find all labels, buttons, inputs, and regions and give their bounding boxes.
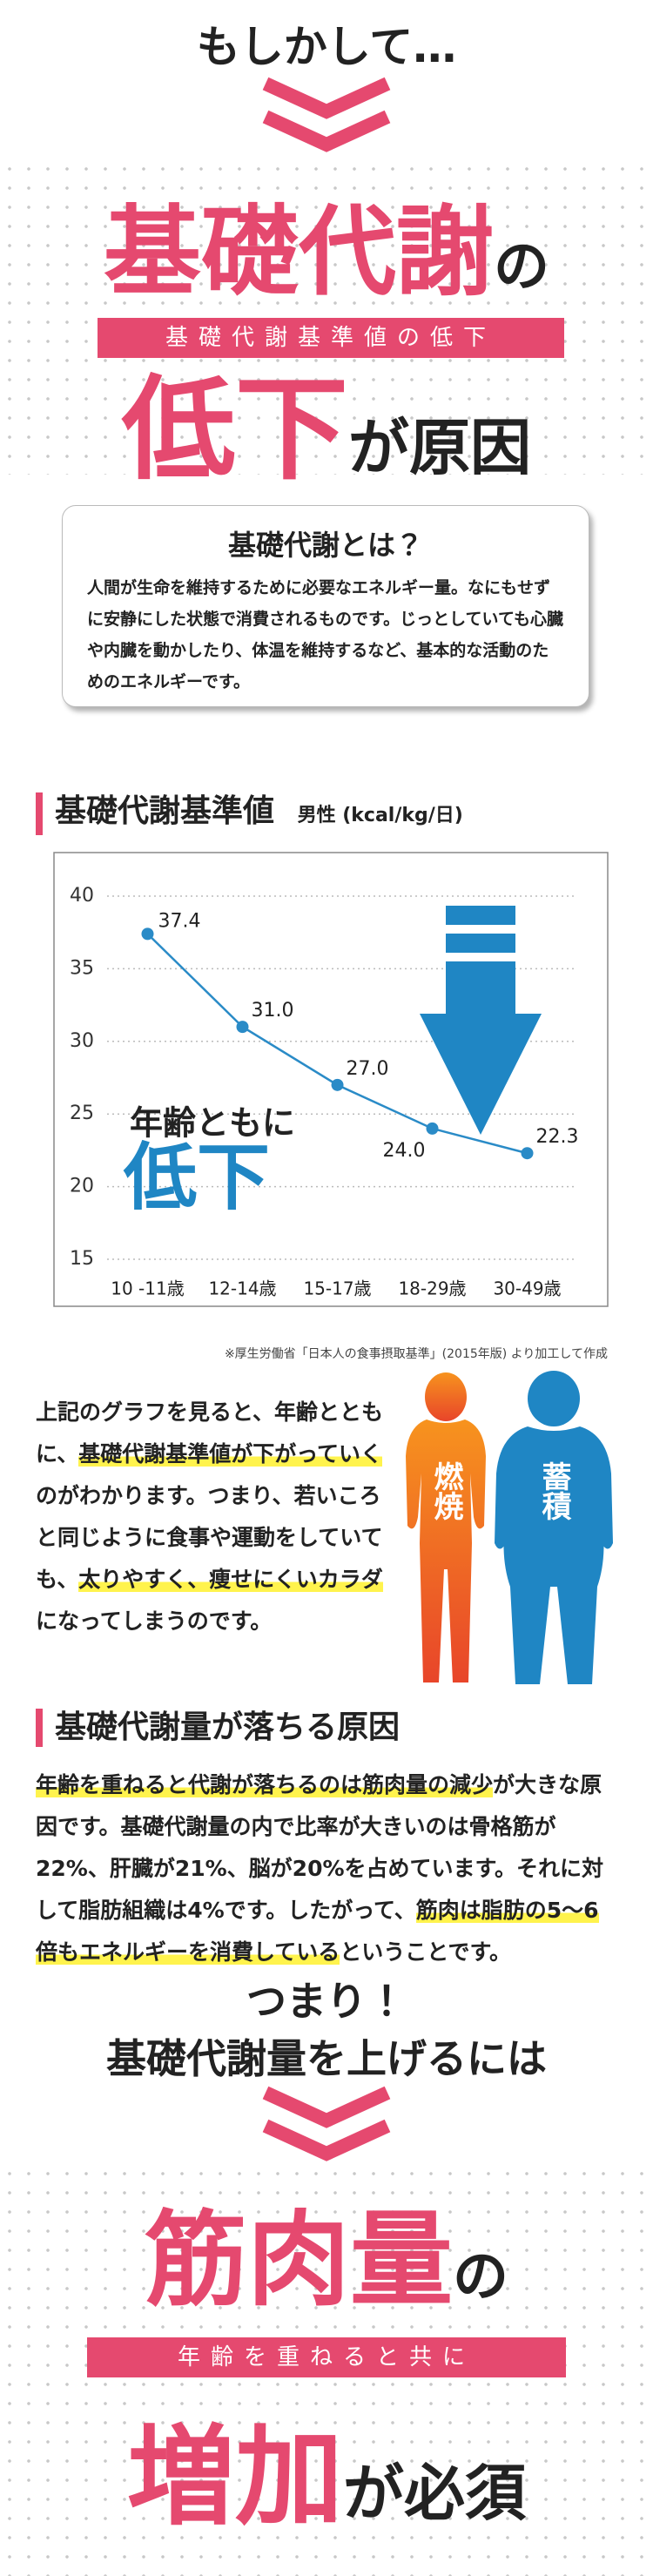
figures: 燃焼 蓄積	[406, 1371, 613, 1684]
figure-label: 燃焼	[428, 1461, 463, 1521]
point	[426, 1122, 439, 1135]
x-tick-label: 18-29歳	[398, 1278, 466, 1299]
x-tick-label: 10 -11歳	[111, 1278, 184, 1299]
highlight-text: 基礎代謝基準値が下がっていく	[78, 1441, 383, 1467]
point	[521, 1147, 534, 1160]
headline-main: 筋肉量	[144, 2200, 453, 2320]
headline-main: 基礎代謝	[104, 196, 494, 309]
chevrons	[262, 77, 391, 152]
headline-tail: の	[494, 235, 549, 300]
section-heading: 基礎代謝基準値 男性 (kcal/kg/日)	[36, 792, 463, 835]
arrow-stripe	[446, 934, 515, 953]
figure-label: 蓄積	[536, 1461, 571, 1521]
source-note: ※厚生労働省「日本人の食事摂取基準」(2015年版) より加工して作成	[224, 1347, 608, 1361]
headline: 基礎代謝の	[0, 192, 653, 342]
dot-background	[0, 159, 653, 475]
x-tick-label: 15-17歳	[303, 1278, 371, 1299]
y-tick-label: 15	[70, 1248, 94, 1270]
lead: 基礎代謝量を上げるには	[106, 2035, 547, 2082]
text: ということです。	[340, 1939, 512, 1965]
headline: 増加が必須	[0, 2412, 653, 2575]
headline: 筋肉量の	[0, 2199, 653, 2352]
headline-main: 増加	[126, 2415, 343, 2540]
chart-frame	[53, 852, 609, 1307]
figure-plump	[495, 1371, 613, 1684]
annotation: 年齢ともに	[130, 1104, 295, 1143]
x-tick-label: 12-14歳	[208, 1278, 276, 1299]
value-label: 24.0	[383, 1140, 426, 1162]
y-tick-label: 20	[70, 1176, 94, 1197]
chevron	[262, 110, 391, 152]
paragraph: 上記のグラフを見ると、年齢とともに、基礎代謝基準値が下がっていくのがわかります。…	[36, 1392, 384, 1642]
y-tick-label: 30	[70, 1030, 94, 1052]
point	[141, 927, 154, 941]
text: のがわかります。つまり、若いころと同じように食事や運動をしていても、	[36, 1483, 383, 1592]
value-label: 37.4	[158, 910, 201, 932]
intro: もしかして…	[196, 22, 457, 72]
headline-tail: の	[453, 2245, 508, 2310]
chevron	[262, 77, 391, 119]
headline-main: 低下	[121, 363, 348, 496]
section-title: 基礎代謝量が落ちる原因	[55, 1709, 401, 1745]
headline: 低下が原因	[0, 364, 653, 529]
banner: 年齢を重ねると共に	[87, 2337, 566, 2377]
text: 上記のグラフを見ると、年齢とともに、	[36, 1399, 384, 1467]
highlight-text: 年齢を重ねると代謝が落ちるのは筋肉量の減少	[36, 1772, 494, 1797]
text: が大きな原因です。基礎代謝量の内で比率が大きいのは骨格筋が22%、肝臓が21%、…	[36, 1772, 604, 1923]
x-tick-label: 30-49歳	[493, 1278, 561, 1299]
text: になってしまうのです。	[36, 1608, 273, 1634]
figure-slim	[406, 1372, 486, 1682]
point	[236, 1021, 249, 1034]
y-tick-label: 40	[70, 885, 94, 907]
chevron	[262, 2119, 391, 2161]
highlight-text: 太りやすく、痩せにくいカラダ	[78, 1567, 383, 1592]
paragraph: 年齢を重ねると代謝が落ちるのは筋肉量の減少が大きな原因です。基礎代謝量の内で比率…	[36, 1764, 619, 1973]
chevron	[262, 2086, 391, 2128]
chart-subtitle: 男性 (kcal/kg/日)	[297, 805, 463, 826]
point	[331, 1078, 344, 1091]
banner: 基礎代謝基準値の低下	[98, 318, 564, 358]
chart: 年齢ともに 低下 15 20 25 30 35 40 10 -11歳 12-14歳 15-17歳…	[53, 852, 609, 1307]
headline-tail: が原因	[348, 412, 531, 483]
arrow-stripe	[446, 906, 515, 925]
value-label: 27.0	[347, 1058, 389, 1080]
y-tick-label: 25	[70, 1103, 94, 1124]
value-label: 22.3	[536, 1126, 579, 1148]
value-label: 31.0	[252, 1000, 294, 1022]
arrow-shaft	[446, 961, 515, 1015]
y-tick-label: 35	[70, 957, 94, 979]
definition-box: 基礎代謝とは？ 人間が生命を維持するために必要なエネルギー量。なにもせずに安静に…	[62, 505, 589, 707]
chevrons	[262, 2086, 391, 2161]
chart-title: 基礎代謝基準値	[55, 793, 275, 829]
section-heading: 基礎代謝量が落ちる原因	[36, 1709, 400, 1747]
headline-tail: が必須	[343, 2458, 526, 2529]
lead: つまり！	[246, 1978, 407, 2025]
arrow-head	[420, 1014, 542, 1135]
annotation: 低下	[123, 1135, 270, 1220]
definition-text: 人間が生命を維持するために必要なエネルギー量。なにもせずに安静にした状態で消費さ…	[87, 578, 564, 691]
definition-title: 基礎代謝とは？	[227, 529, 423, 562]
